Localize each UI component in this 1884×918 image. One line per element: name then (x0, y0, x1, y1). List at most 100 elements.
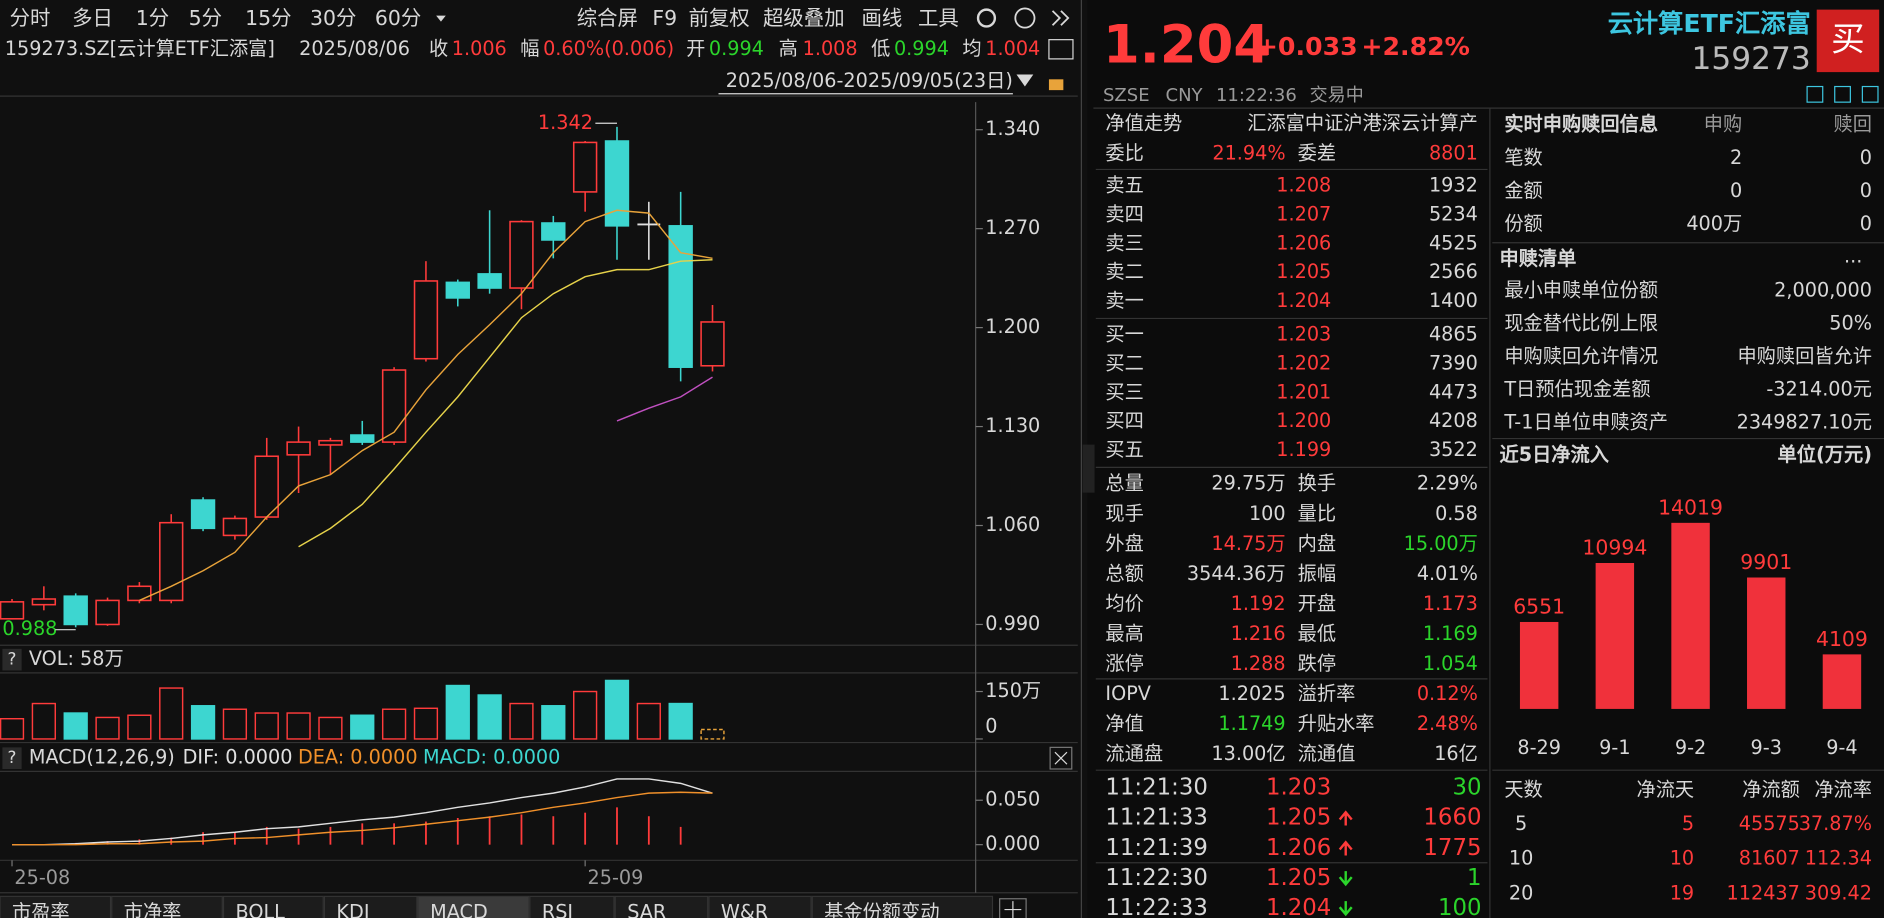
panel-title: VOL: 58万 (29, 647, 124, 670)
table-header: 天数 (1504, 778, 1542, 801)
indicator-tab-label[interactable]: 基金份额变动 (824, 901, 939, 918)
book-volume: 4865 (1429, 323, 1478, 346)
tool-button[interactable]: 综合屏 (577, 6, 638, 30)
collapse-tab[interactable] (1082, 444, 1095, 493)
wp-icon[interactable] (1048, 39, 1074, 60)
indicator-tab[interactable] (417, 895, 530, 918)
candle-body (254, 455, 279, 518)
indicator-tab-label[interactable]: RSI (542, 901, 573, 918)
row-value: 400万 (1686, 212, 1742, 235)
date-range[interactable]: 2025/08/06-2025/09/05(23日) (726, 69, 1013, 92)
book-level: 买五 (1105, 438, 1143, 461)
tool-button[interactable]: 前复权 (688, 6, 749, 30)
close-icon[interactable] (1054, 751, 1068, 765)
book-volume: 3522 (1429, 438, 1478, 461)
period-tab[interactable]: 分时 (10, 6, 51, 30)
section-title: 实时申购赎回信息 (1504, 112, 1658, 135)
tool-button[interactable]: F9 (652, 6, 677, 30)
tool-button[interactable]: 工具 (918, 6, 959, 30)
indicator-tab[interactable] (614, 895, 709, 918)
volume-bar (413, 707, 439, 740)
ma-line (298, 259, 713, 548)
expand-icon[interactable] (1051, 10, 1070, 26)
volume-bar (604, 679, 630, 740)
indicator-tab-label[interactable]: SAR (627, 901, 666, 918)
candle-body (63, 595, 88, 626)
header-icon[interactable] (1861, 85, 1879, 103)
table-header: 净流天 (1637, 778, 1695, 801)
indicator-tab[interactable] (0, 895, 112, 918)
chart-unit: 单位(万元) (1778, 443, 1872, 466)
period-tab[interactable]: 1分 (136, 6, 169, 30)
volume-bar (190, 705, 216, 740)
period-tab[interactable]: 5分 (189, 6, 222, 30)
volume-bar (668, 702, 693, 740)
help-box[interactable] (2, 648, 22, 671)
lock-icon[interactable] (1048, 79, 1064, 91)
book-level: 买二 (1105, 352, 1143, 375)
period-tab[interactable]: 30分 (310, 6, 356, 30)
indicator-tab[interactable] (708, 895, 812, 918)
book-volume: 5234 (1429, 203, 1478, 226)
indicator-tab[interactable] (111, 895, 223, 918)
data-label: 6551 (1513, 595, 1565, 619)
buy-label[interactable]: 买 (1831, 19, 1865, 58)
header-icon[interactable] (1806, 85, 1824, 103)
stat-label: 内盘 (1298, 532, 1336, 555)
trade-volume: 1775 (1423, 835, 1481, 861)
period-tab[interactable]: 多日 (72, 6, 113, 30)
dropdown-icon[interactable] (436, 15, 446, 22)
stat-value: 13.00亿 (1211, 742, 1285, 765)
volume-bar (573, 690, 598, 740)
info-field: 均 (962, 37, 981, 60)
indicator-tab-label[interactable]: 市净率 (124, 901, 182, 918)
y-tick-label: 1.130 (985, 414, 1040, 437)
book-price: 1.207 (1276, 203, 1331, 226)
candle-body (31, 598, 57, 606)
row-value: 2349827.10元 (1737, 410, 1872, 433)
stat-value: 1.288 (1231, 652, 1286, 675)
table-cell: 112.34 (1805, 847, 1872, 870)
trade-volume: 1 (1467, 865, 1482, 891)
volume-bar (318, 716, 343, 740)
add-icon[interactable] (1004, 901, 1022, 918)
range-dropdown[interactable] (1016, 74, 1034, 87)
settings-icon[interactable] (976, 8, 997, 28)
indicator-tab-label[interactable]: 市盈率 (12, 901, 70, 918)
period-tab[interactable]: 60分 (375, 6, 421, 30)
buy-button[interactable] (1816, 9, 1880, 73)
row-label: T日预估现金差额 (1503, 377, 1650, 400)
inflow-bar (1747, 577, 1786, 709)
info-field: 1.008 (803, 37, 858, 60)
stat-value: 2.48% (1417, 712, 1478, 735)
tool-button[interactable]: 超级叠加 (763, 6, 845, 30)
stat-value: 1.169 (1423, 622, 1478, 645)
stat-label: 涨停 (1105, 652, 1143, 675)
indicator-tab-label[interactable]: MACD (430, 901, 488, 918)
period-tab[interactable]: 15分 (245, 6, 291, 30)
row-label: 金额 (1504, 179, 1542, 202)
security-code: 159273 (1692, 41, 1811, 77)
stat-label: 最低 (1298, 622, 1336, 645)
more-button[interactable]: ... (1844, 245, 1862, 268)
indicator-tab[interactable] (222, 895, 324, 918)
indicator-tab[interactable] (323, 895, 418, 918)
close-button[interactable] (1049, 746, 1073, 770)
data-label: 4109 (1816, 627, 1868, 651)
stat-value: 3544.36万 (1187, 562, 1286, 585)
header-icon[interactable] (1834, 85, 1851, 103)
help-box[interactable] (2, 747, 22, 769)
tool-button[interactable]: 画线 (861, 6, 902, 30)
candle-body (286, 441, 311, 456)
indicator-tab-label[interactable]: W&R (721, 901, 768, 918)
indicator-tab-label[interactable]: BOLL (236, 901, 286, 918)
indicator-tab[interactable] (811, 895, 994, 918)
trade-price: 1.205 (1266, 865, 1331, 891)
indicator-tab-label[interactable]: KDJ (336, 901, 369, 918)
up-arrow (1338, 810, 1353, 826)
data-label: 10994 (1582, 536, 1647, 560)
inflow-bar (1519, 621, 1559, 709)
indicator-tab[interactable] (529, 895, 615, 918)
add-tab[interactable] (999, 898, 1027, 918)
help-icon[interactable] (1014, 7, 1036, 29)
